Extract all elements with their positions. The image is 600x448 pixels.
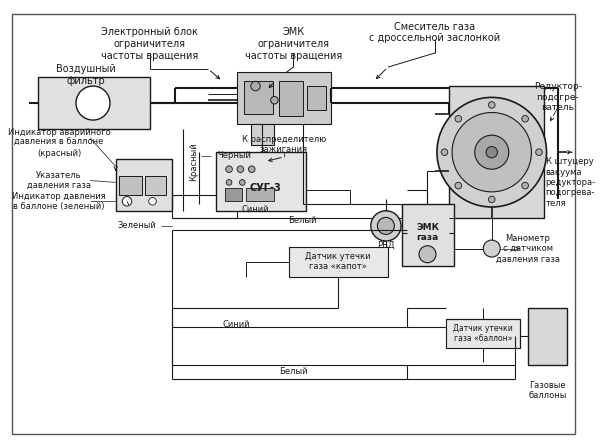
Circle shape	[248, 166, 255, 172]
Bar	[119, 176, 142, 195]
Circle shape	[486, 146, 497, 158]
Circle shape	[437, 97, 547, 207]
Circle shape	[455, 116, 461, 122]
Text: Смеситель газа
с дроссельной заслонкой: Смеситель газа с дроссельной заслонкой	[370, 22, 500, 43]
Text: СУГ-3: СУГ-3	[249, 183, 281, 193]
Text: Белый: Белый	[289, 216, 317, 225]
Bar	[38, 77, 149, 129]
Text: Белый: Белый	[279, 367, 308, 376]
Bar	[244, 82, 272, 114]
Bar	[246, 188, 274, 201]
Text: ЭМК
ограничителя
частоты вращения: ЭМК ограничителя частоты вращения	[245, 27, 342, 60]
Text: Зеленый: Зеленый	[118, 221, 156, 230]
Text: РВД: РВД	[377, 241, 395, 250]
Circle shape	[237, 166, 244, 172]
Text: К штуцеру
вакуума
редуктора-
подогрева-
теля: К штуцеру вакуума редуктора- подогрева- …	[545, 157, 596, 208]
Text: Газовые
баллоны: Газовые баллоны	[529, 381, 566, 400]
Text: Датчик утечки
газа «капот»: Датчик утечки газа «капот»	[305, 252, 370, 271]
Text: Электронный блок
ограничителя
частоты вращения: Электронный блок ограничителя частоты вр…	[101, 27, 199, 60]
Bar	[216, 152, 305, 211]
Circle shape	[226, 166, 232, 172]
Circle shape	[483, 240, 500, 257]
Circle shape	[452, 112, 532, 192]
Circle shape	[76, 86, 110, 120]
Text: Указатель
давления газа: Указатель давления газа	[27, 171, 91, 190]
Circle shape	[149, 198, 156, 205]
Bar	[307, 86, 326, 110]
Circle shape	[536, 149, 542, 155]
Bar	[289, 247, 388, 277]
Bar	[402, 204, 454, 266]
Text: Индикатор давления
в баллоне (зеленый): Индикатор давления в баллоне (зеленый)	[12, 192, 106, 211]
Circle shape	[475, 135, 509, 169]
Bar	[449, 86, 544, 218]
Text: Редуктор-
подогре-
ватель: Редуктор- подогре- ватель	[534, 82, 582, 112]
Circle shape	[455, 182, 461, 189]
Bar	[446, 319, 520, 348]
Bar	[279, 82, 303, 116]
Text: К распределителю
зажигания: К распределителю зажигания	[242, 135, 326, 154]
Circle shape	[251, 82, 260, 91]
Text: Датчик утечки
газа «баллон»: Датчик утечки газа «баллон»	[454, 324, 513, 343]
Bar	[225, 188, 242, 201]
Circle shape	[522, 116, 529, 122]
Bar	[236, 72, 331, 124]
Text: Черный: Черный	[218, 151, 251, 160]
Text: Индикатор аварийного
давления в баллоне
(красный): Индикатор аварийного давления в баллоне …	[8, 128, 110, 158]
Bar	[116, 159, 172, 211]
Circle shape	[226, 180, 232, 185]
Text: Синий: Синий	[242, 205, 269, 214]
Circle shape	[371, 211, 401, 241]
Circle shape	[488, 196, 495, 203]
Text: ЭМК
газа: ЭМК газа	[416, 223, 439, 242]
Circle shape	[419, 246, 436, 263]
Bar	[251, 124, 274, 145]
Circle shape	[271, 96, 278, 104]
Bar	[145, 176, 166, 195]
Circle shape	[377, 217, 394, 234]
Circle shape	[522, 182, 529, 189]
Text: Манометр
с датчиком
давления газа: Манометр с датчиком давления газа	[496, 234, 560, 263]
Circle shape	[441, 149, 448, 155]
Bar	[527, 308, 568, 365]
Circle shape	[122, 197, 132, 206]
Text: Воздушный
фильтр: Воздушный фильтр	[56, 65, 115, 86]
Text: Синий: Синий	[223, 320, 250, 329]
Circle shape	[239, 180, 245, 185]
Circle shape	[488, 102, 495, 108]
Text: Красный: Красный	[190, 142, 199, 181]
